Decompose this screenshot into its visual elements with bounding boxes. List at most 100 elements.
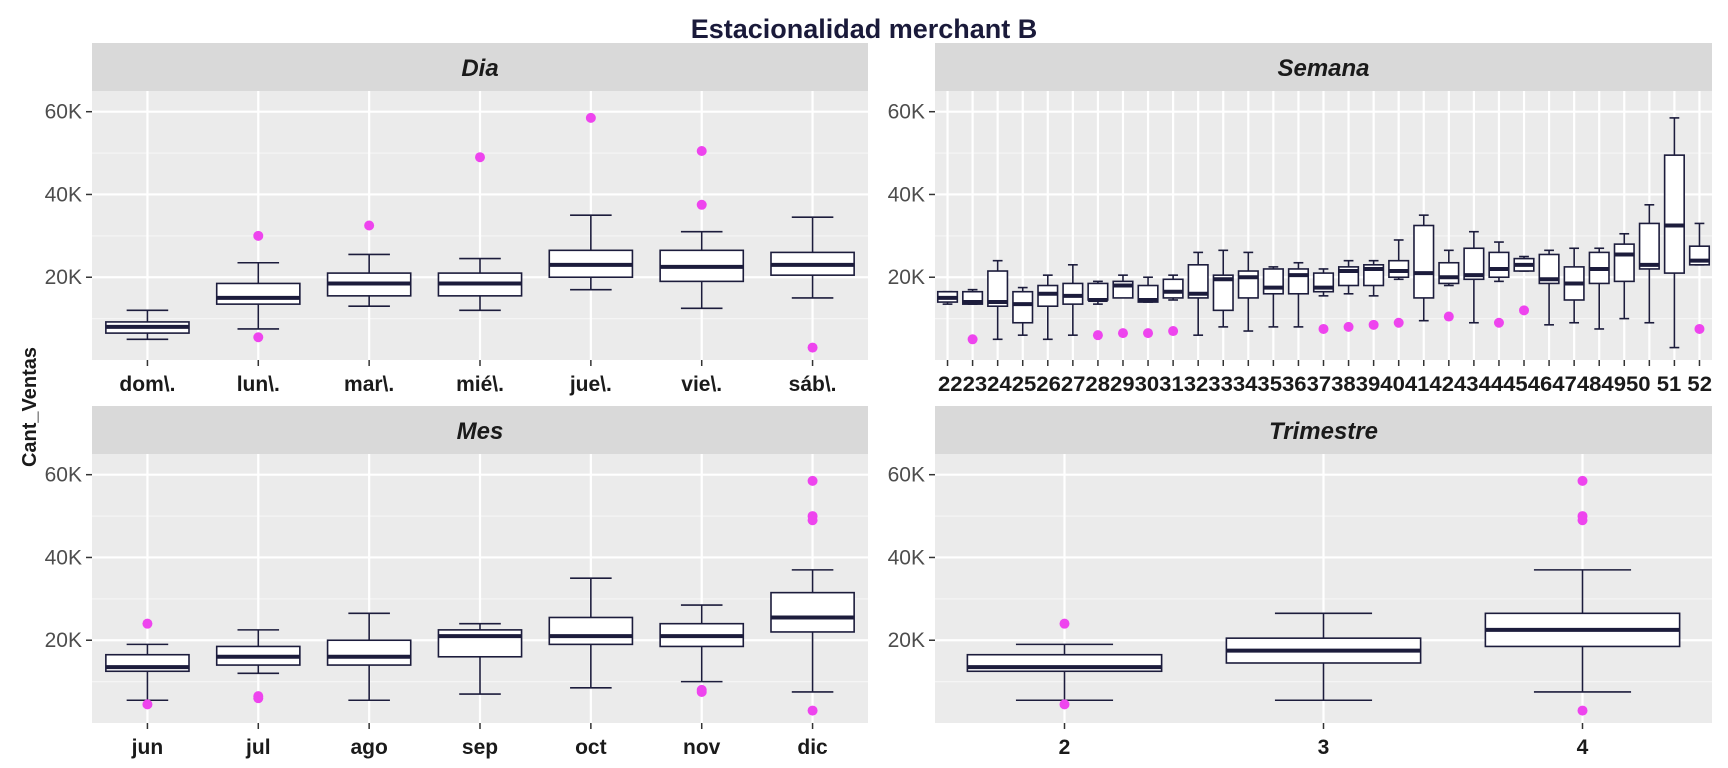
x-tick-label: oct — [575, 736, 607, 759]
box-iqr — [1037, 284, 1059, 307]
box-jul — [215, 629, 301, 704]
strip-background — [935, 406, 1712, 454]
chart-title: Estacionalidad merchant B — [691, 14, 1038, 44]
x-tick-label: ago — [350, 736, 387, 759]
box-jun — [105, 618, 190, 710]
box-iqr — [987, 270, 1009, 307]
outlier-point — [1577, 705, 1588, 716]
outlier-point — [696, 686, 707, 697]
y-tick-label: 20K — [888, 629, 925, 652]
y-tick-label: 60K — [888, 101, 925, 124]
x-tick-label: lun\. — [237, 373, 280, 396]
y-tick-label: 40K — [45, 183, 82, 206]
box-25 — [1012, 286, 1034, 336]
outlier-point — [1059, 699, 1070, 710]
box-nov — [659, 604, 745, 697]
outlier-point — [585, 112, 596, 123]
panel-mes: Mes 20K 40K 60K jun jul ago sep oct nov dic — [45, 406, 868, 759]
x-tick-label: nov — [683, 736, 721, 759]
outlier-point — [475, 152, 485, 163]
box-30 — [1137, 276, 1159, 339]
box-29 — [1112, 274, 1134, 339]
box-lun\. — [215, 230, 301, 343]
box-sáb\. — [770, 216, 855, 353]
y-tick-label: 20K — [45, 266, 82, 289]
outlier-point — [1368, 319, 1379, 330]
box-28 — [1087, 280, 1109, 341]
box-47 — [1563, 247, 1585, 324]
outlier-point — [967, 334, 978, 345]
box-iqr — [1463, 247, 1485, 281]
box-34 — [1237, 251, 1259, 332]
box-iqr — [770, 591, 855, 633]
outlier-point — [807, 342, 818, 353]
outlier-point — [253, 691, 264, 702]
box-36 — [1287, 261, 1310, 328]
outlier-point — [142, 618, 153, 629]
box-dom\. — [105, 309, 190, 341]
x-tick-label: dom\. — [119, 373, 175, 396]
outlier-point — [807, 475, 818, 486]
facet-panels: Dia 20K 40K 60K dom\. lun\. mar\. mié\. jue\. vie… — [45, 43, 1712, 759]
outlier-point — [1493, 317, 1504, 328]
y-tick-label: 20K — [888, 266, 925, 289]
strip-label: Semana — [1277, 55, 1369, 82]
box-40 — [1388, 239, 1410, 328]
x-tick-label: dic — [797, 736, 828, 759]
box-45 — [1513, 255, 1535, 316]
outlier-point — [696, 146, 707, 157]
outlier-point — [142, 699, 153, 710]
box-26 — [1037, 274, 1059, 341]
box-35 — [1262, 266, 1284, 328]
x-tick-label: mié\. — [456, 373, 504, 396]
outlier-point — [1343, 321, 1354, 332]
box-44 — [1488, 241, 1510, 328]
outlier-point — [1443, 311, 1454, 322]
y-axis-label: Cant_Ventas — [19, 347, 41, 467]
box-iqr — [1162, 278, 1184, 299]
box-iqr — [1212, 274, 1234, 312]
box-iqr — [1062, 282, 1084, 305]
outlier-point — [1117, 328, 1128, 339]
box-39 — [1363, 259, 1385, 330]
x-tick-label: sep — [462, 736, 498, 759]
y-tick-label: 60K — [888, 464, 925, 487]
box-jue\. — [548, 112, 634, 291]
x-tick-label: 4 — [1577, 736, 1589, 759]
box-52 — [1688, 222, 1711, 334]
x-tick-label: vie\. — [681, 373, 722, 396]
box-48 — [1588, 247, 1610, 330]
x-tick-labels: 2223242526272829303132333435363738394041… — [938, 373, 1712, 396]
box-iqr — [1087, 282, 1109, 301]
y-tick-label: 40K — [888, 546, 925, 569]
outlier-point — [1318, 323, 1329, 334]
box-iqr — [1262, 268, 1284, 295]
outlier-point — [1577, 475, 1588, 486]
box-iqr — [437, 629, 523, 658]
box-49 — [1613, 232, 1635, 320]
box-vie\. — [659, 146, 745, 310]
box-2 — [966, 618, 1163, 710]
box-27 — [1062, 264, 1084, 336]
outlier-point — [1168, 326, 1179, 337]
strip-label: Dia — [461, 55, 498, 82]
x-tick-label: sáb\. — [789, 373, 837, 396]
box-ago — [326, 612, 412, 702]
box-37 — [1312, 268, 1335, 334]
y-tick-label: 60K — [45, 464, 82, 487]
box-iqr — [1663, 154, 1685, 274]
box-dic — [770, 475, 855, 716]
box-iqr — [1538, 253, 1560, 285]
box-23 — [962, 288, 984, 345]
x-tick-label: jue\. — [569, 373, 612, 396]
box-4 — [1484, 475, 1681, 716]
strip-label: Mes — [457, 418, 504, 445]
outlier-point — [807, 515, 818, 526]
box-iqr — [1388, 259, 1410, 279]
box-oct — [548, 577, 634, 689]
y-tick-label: 20K — [45, 629, 82, 652]
outlier-point — [1519, 305, 1530, 316]
y-tick-label: 40K — [45, 546, 82, 569]
x-tick-label: jul — [245, 736, 271, 759]
